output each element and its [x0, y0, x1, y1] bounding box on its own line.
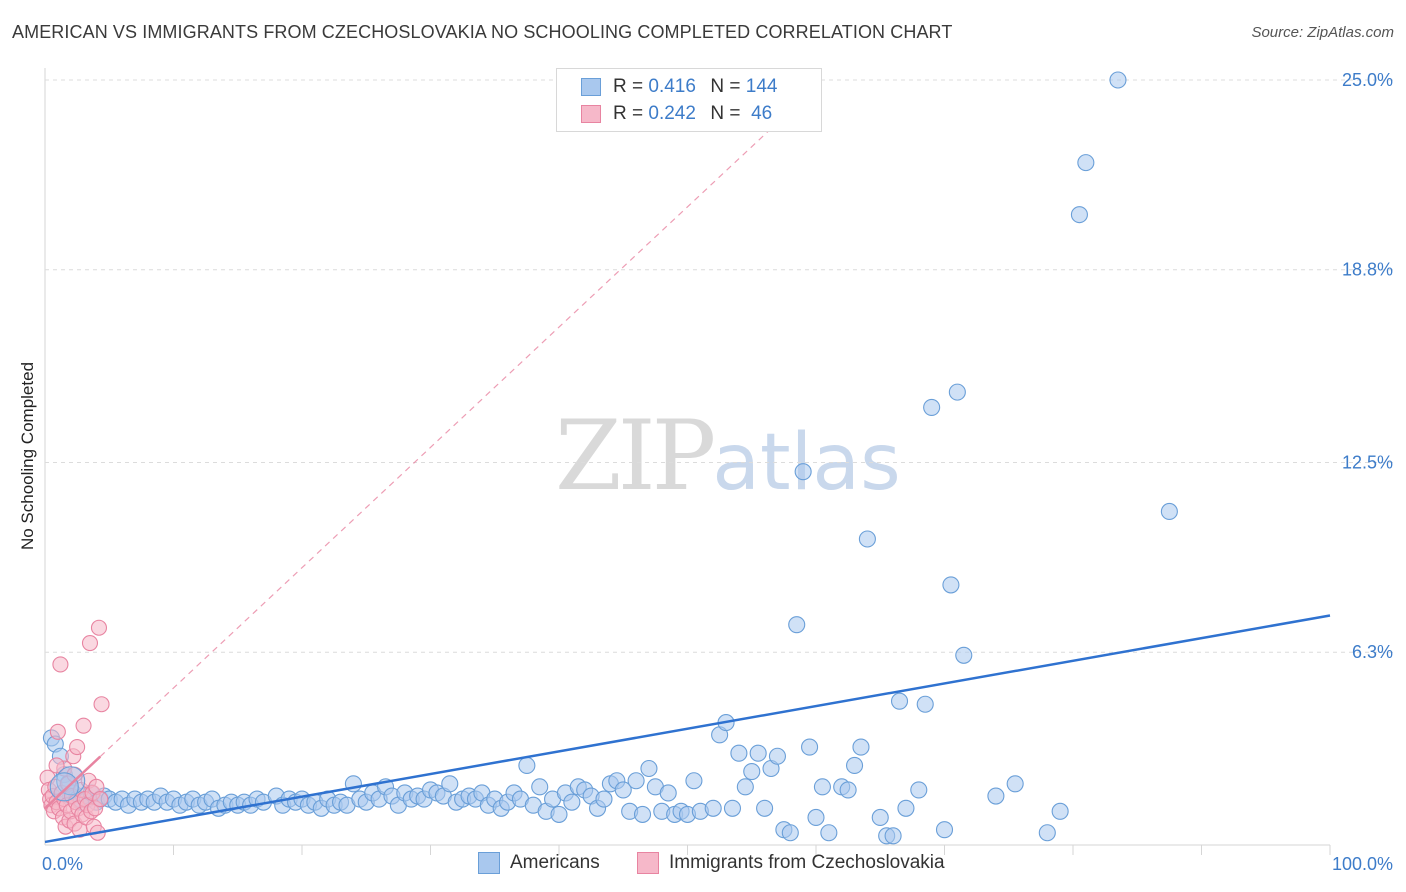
stats-legend: R = 0.416 N = 144 R = 0.242 N = 46 [556, 68, 822, 132]
series-legend-czechoslovakia[interactable]: Immigrants from Czechoslovakia [637, 852, 945, 874]
series-legend: Americans Immigrants from Czechoslovakia [0, 852, 1406, 878]
point-americans [736, 778, 754, 796]
point-americans [518, 756, 536, 774]
point-americans [884, 827, 902, 845]
point-czechoslovakia [69, 739, 86, 756]
trendline-czechoslovakia-solid [44, 755, 102, 810]
point-czechoslovakia [92, 791, 109, 808]
point-americans [794, 463, 812, 481]
point-americans [852, 738, 870, 756]
legend-n-value: 46 [751, 103, 773, 124]
point-americans [897, 799, 915, 817]
point-americans [916, 695, 934, 713]
legend-n-label: N = [710, 76, 741, 97]
point-americans [1051, 802, 1069, 820]
series-swatch-americans [478, 852, 500, 874]
series-legend-americans[interactable]: Americans [478, 852, 600, 874]
point-czechoslovakia [90, 619, 108, 636]
legend-row-americans: R = 0.416 N = 144 [581, 74, 777, 100]
legend-r-value: 0.242 [648, 103, 696, 124]
legend-swatch-americans [581, 78, 601, 96]
point-americans [839, 781, 857, 799]
point-americans [910, 781, 928, 799]
point-americans [1038, 824, 1056, 842]
point-americans [923, 398, 941, 416]
point-americans [871, 808, 889, 827]
point-czechoslovakia [48, 757, 65, 774]
point-americans [955, 646, 973, 664]
point-americans [801, 738, 819, 756]
point-americans [659, 784, 677, 802]
legend-n-label: N = [710, 103, 741, 124]
point-americans [563, 793, 581, 811]
chart-title: AMERICAN VS IMMIGRANTS FROM CZECHOSLOVAK… [12, 22, 953, 42]
point-americans [942, 576, 960, 594]
point-americans [807, 808, 825, 827]
legend-r-value: 0.416 [648, 76, 696, 97]
point-czechoslovakia [81, 634, 99, 652]
trendline-americans [44, 614, 1331, 844]
series-label-czechoslovakia: Immigrants from Czechoslovakia [669, 852, 945, 873]
point-americans [1077, 154, 1095, 172]
point-americans [1070, 206, 1088, 224]
legend-n-value: 144 [745, 76, 778, 97]
source-credit: Source: ZipAtlas.com [1251, 24, 1394, 41]
point-americans [768, 747, 787, 765]
legend-r-label: R = [613, 76, 644, 97]
point-americans [723, 799, 742, 817]
point-americans [935, 821, 954, 839]
point-czechoslovakia [49, 723, 66, 740]
point-americans [531, 778, 549, 796]
point-americans [1006, 775, 1024, 793]
point-americans [685, 772, 703, 790]
x-tick-label: 0.0% [42, 854, 83, 874]
point-americans [1160, 502, 1178, 521]
point-americans [550, 805, 568, 823]
legend-row-czechoslovakia: R = 0.242 N = 46 [581, 101, 772, 127]
point-americans [845, 756, 864, 774]
legend-r-label: R = [613, 103, 644, 124]
point-americans [781, 824, 799, 842]
point-czechoslovakia [93, 696, 110, 713]
point-americans [813, 778, 831, 796]
y-tick-label: 25.0% [1342, 70, 1393, 90]
watermark-zip: ZIP [555, 400, 716, 512]
point-americans [890, 692, 909, 710]
series-swatch-czechoslovakia [637, 852, 659, 874]
point-americans [730, 744, 748, 762]
point-americans [1109, 71, 1127, 89]
y-tick-label: 18.8% [1342, 260, 1393, 280]
point-americans [627, 772, 645, 790]
point-americans [749, 744, 767, 762]
point-americans [704, 799, 722, 817]
point-americans [743, 763, 761, 781]
point-americans [788, 616, 806, 634]
point-americans [49, 772, 79, 802]
point-americans [948, 383, 966, 401]
point-americans [441, 775, 459, 793]
point-americans [756, 799, 774, 817]
point-americans [820, 824, 838, 842]
x-tick-label: 100.0% [1332, 854, 1393, 874]
y-tick-label: 12.5% [1342, 453, 1393, 473]
series-label-americans: Americans [510, 852, 600, 873]
point-americans [633, 805, 652, 823]
point-czechoslovakia [52, 656, 69, 673]
legend-swatch-czechoslovakia [581, 105, 601, 123]
point-americans [595, 790, 613, 808]
point-americans [858, 530, 876, 548]
point-czechoslovakia [75, 717, 92, 734]
point-americans [640, 759, 658, 778]
point-americans [614, 781, 632, 799]
point-americans [987, 787, 1005, 805]
y-tick-label: 6.3% [1352, 642, 1393, 662]
trendline-czechoslovakia-dashed [99, 110, 791, 757]
